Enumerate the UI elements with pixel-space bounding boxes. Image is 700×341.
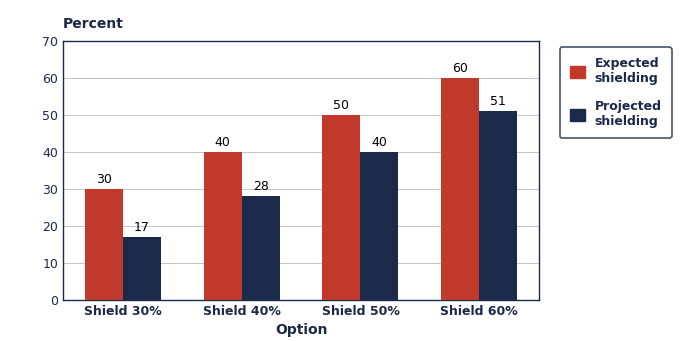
Bar: [480, 111, 517, 300]
Bar: [441, 78, 480, 300]
Text: 28: 28: [253, 180, 269, 193]
Text: 50: 50: [333, 99, 349, 112]
Bar: [122, 237, 161, 300]
Text: 30: 30: [96, 173, 111, 186]
Bar: [85, 189, 122, 300]
Bar: [360, 152, 398, 300]
Text: 51: 51: [491, 95, 506, 108]
Bar: [241, 196, 279, 300]
X-axis label: Option: Option: [274, 324, 328, 338]
Text: 40: 40: [372, 136, 387, 149]
Text: 17: 17: [134, 221, 150, 234]
Bar: [204, 152, 242, 300]
Text: 40: 40: [215, 136, 230, 149]
Legend: Expected
shielding, Projected
shielding: Expected shielding, Projected shielding: [559, 47, 671, 138]
Bar: [323, 115, 360, 300]
Text: Percent: Percent: [63, 17, 124, 31]
Text: 60: 60: [452, 62, 468, 75]
